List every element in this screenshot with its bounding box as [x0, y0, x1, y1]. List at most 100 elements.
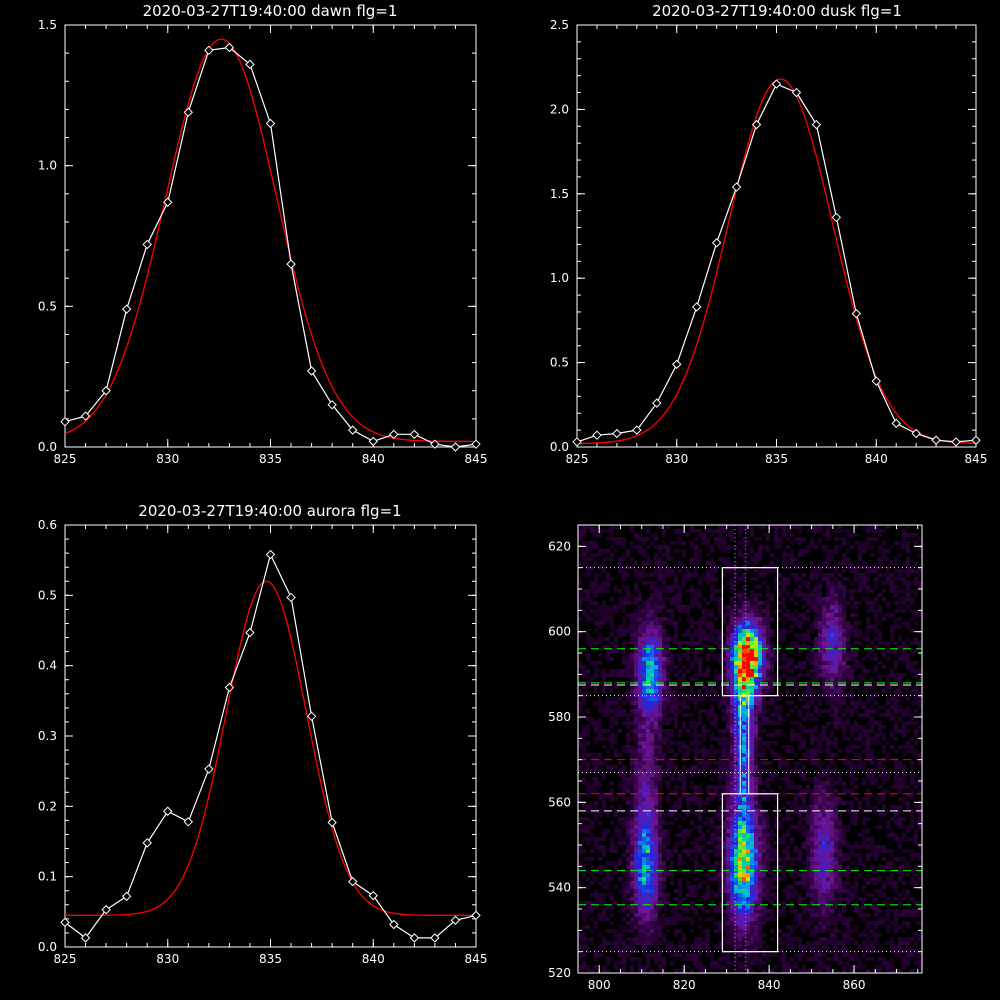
- heatmap-cell: [666, 697, 670, 701]
- heatmap-cell: [898, 797, 902, 801]
- heatmap-cell: [614, 741, 618, 745]
- heatmap-cell: [666, 689, 670, 693]
- heatmap-cell: [698, 797, 702, 801]
- heatmap-cell: [726, 613, 730, 617]
- heatmap-cell: [710, 557, 714, 561]
- heatmap-cell: [706, 621, 710, 625]
- heatmap-cell: [842, 685, 846, 689]
- heatmap-cell: [842, 693, 846, 697]
- heatmap-cell: [854, 685, 858, 689]
- heatmap-cell: [754, 829, 758, 833]
- heatmap-cell: [618, 861, 622, 865]
- heatmap-cell: [806, 581, 810, 585]
- heatmap-cell: [578, 553, 582, 557]
- heatmap-cell: [918, 789, 922, 793]
- heatmap-cell: [666, 857, 670, 861]
- heatmap-cell: [782, 733, 786, 737]
- heatmap-cell: [594, 781, 598, 785]
- heatmap-cell: [742, 741, 746, 745]
- heatmap-cell: [694, 721, 698, 725]
- heatmap-cell: [862, 749, 866, 753]
- heatmap-cell: [582, 709, 586, 713]
- heatmap-cell: [866, 625, 870, 629]
- heatmap-cell: [614, 701, 618, 705]
- heatmap-cell: [714, 569, 718, 573]
- heatmap-cell: [766, 813, 770, 817]
- heatmap-cell: [754, 809, 758, 813]
- heatmap-cell: [870, 773, 874, 777]
- heatmap-cell: [918, 753, 922, 757]
- heatmap-cell: [650, 613, 654, 617]
- heatmap-cell: [626, 661, 630, 665]
- heatmap-cell: [638, 769, 642, 773]
- heatmap-cell: [654, 845, 658, 849]
- heatmap-cell: [730, 845, 734, 849]
- heatmap-cell: [654, 841, 658, 845]
- heatmap-cell: [854, 817, 858, 821]
- heatmap-cell: [742, 837, 746, 841]
- heatmap-cell: [878, 549, 882, 553]
- heatmap-cell: [694, 789, 698, 793]
- heatmap-cell: [638, 577, 642, 581]
- heatmap-cell: [746, 741, 750, 745]
- heatmap-cell: [634, 713, 638, 717]
- heatmap-cell: [734, 689, 738, 693]
- heatmap-cell: [630, 713, 634, 717]
- heatmap-cell: [602, 601, 606, 605]
- heatmap-cell: [586, 593, 590, 597]
- heatmap-cell: [662, 761, 666, 765]
- heatmap-cell: [750, 757, 754, 761]
- heatmap-cell: [626, 669, 630, 673]
- heatmap-cell: [822, 689, 826, 693]
- heatmap-cell: [818, 653, 822, 657]
- heatmap-cell: [730, 801, 734, 805]
- heatmap-cell: [758, 861, 762, 865]
- heatmap-cell: [630, 661, 634, 665]
- heatmap-cell: [726, 621, 730, 625]
- heatmap-cell: [730, 677, 734, 681]
- heatmap-cell: [830, 729, 834, 733]
- x-tick-label: 840: [362, 952, 385, 966]
- heatmap-cell: [614, 797, 618, 801]
- heatmap-cell: [750, 753, 754, 757]
- heatmap-cell: [810, 597, 814, 601]
- heatmap-cell: [698, 717, 702, 721]
- heatmap-cell: [594, 553, 598, 557]
- heatmap-cell: [866, 757, 870, 761]
- heatmap-cell: [850, 649, 854, 653]
- heatmap-cell: [594, 685, 598, 689]
- heatmap-cell: [698, 689, 702, 693]
- heatmap-cell: [814, 805, 818, 809]
- heatmap-cell: [594, 801, 598, 805]
- heatmap-cell: [802, 645, 806, 649]
- heatmap-cell: [762, 645, 766, 649]
- heatmap-cell: [878, 721, 882, 725]
- heatmap-cell: [786, 529, 790, 533]
- heatmap-cell: [766, 837, 770, 841]
- heatmap-cell: [734, 709, 738, 713]
- heatmap-cell: [838, 693, 842, 697]
- heatmap-cell: [762, 669, 766, 673]
- heatmap-cell: [830, 829, 834, 833]
- heatmap-cell: [802, 737, 806, 741]
- heatmap-cell: [582, 781, 586, 785]
- heatmap-cell: [798, 769, 802, 773]
- heatmap-cell: [646, 653, 650, 657]
- heatmap-cell: [758, 657, 762, 661]
- heatmap-cell: [878, 773, 882, 777]
- heatmap-cell: [666, 765, 670, 769]
- heatmap-cell: [814, 637, 818, 641]
- heatmap-cell: [786, 813, 790, 817]
- heatmap-cell: [662, 757, 666, 761]
- heatmap-cell: [586, 765, 590, 769]
- heatmap-cell: [774, 557, 778, 561]
- heatmap-cell: [710, 593, 714, 597]
- heatmap-cell: [642, 829, 646, 833]
- heatmap-cell: [666, 761, 670, 765]
- heatmap-cell: [666, 833, 670, 837]
- heatmap-cell: [886, 581, 890, 585]
- heatmap-cell: [630, 773, 634, 777]
- heatmap-cell: [790, 861, 794, 865]
- heatmap-cell: [602, 617, 606, 621]
- heatmap-cell: [666, 553, 670, 557]
